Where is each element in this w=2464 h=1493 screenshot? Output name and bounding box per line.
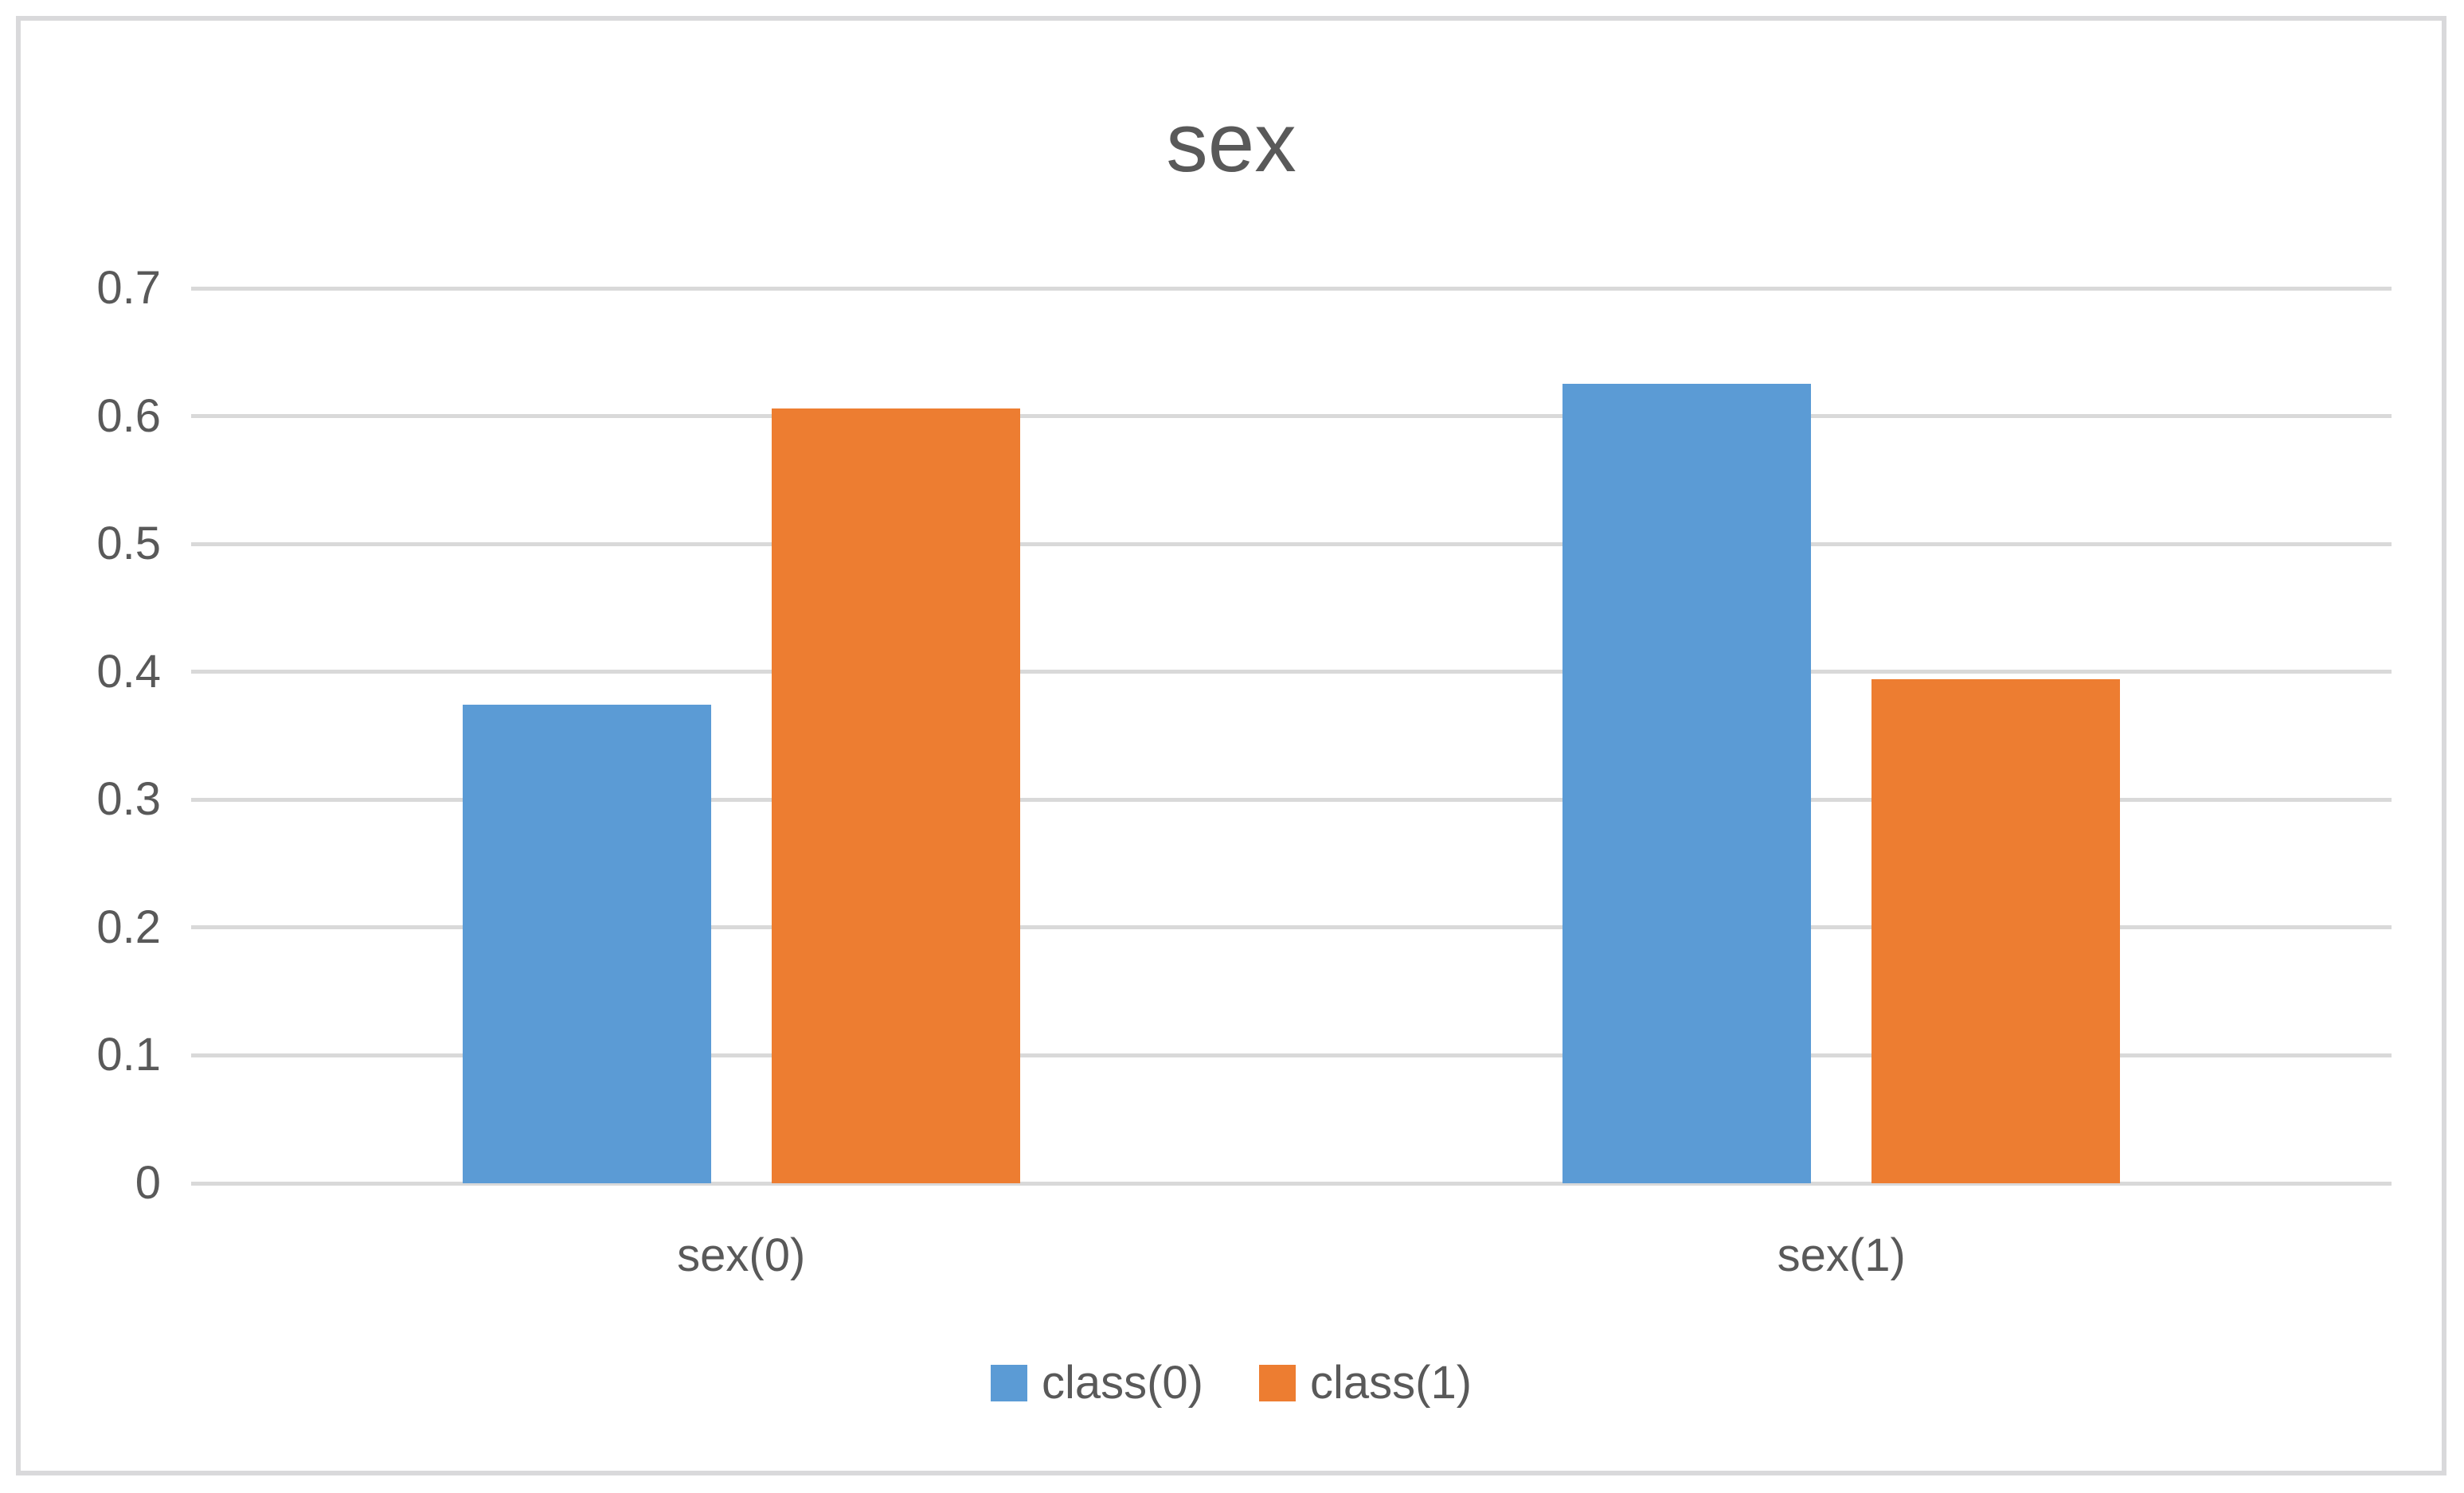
legend-swatch-icon [990,1365,1027,1401]
bar-groups [191,288,2392,1183]
legend: class(0) class(1) [21,1360,2442,1406]
bar-group [191,288,1292,1183]
bar-class(0)-sex(0) [462,705,711,1183]
y-axis: 0 0.1 0.2 0.3 0.4 0.5 0.6 0.7 [21,265,161,1206]
gridline [191,1181,2392,1186]
legend-label: class(0) [1041,1357,1203,1409]
y-axis-tick-label: 0.7 [96,262,161,314]
gridline [191,797,2392,802]
y-axis-tick-label: 0 [135,1157,161,1209]
gridline [191,541,2392,546]
legend-swatch-icon [1259,1365,1296,1401]
chart-frame: sex 0 0.1 0.2 0.3 0.4 0.5 0.6 0.7 sex(0) sex(1) … [16,16,2446,1475]
bar-group [1292,288,2392,1183]
legend-item-class(0): class(0) [990,1357,1203,1409]
gridline [191,670,2392,674]
legend-item-class(1): class(1) [1259,1360,1472,1406]
bar-class(0)-sex(1) [1562,384,1812,1183]
y-axis-tick-label: 0.3 [96,773,161,826]
gridline [191,414,2392,419]
x-axis: sex(0) sex(1) [191,1228,2392,1284]
bar-class(1)-sex(0) [771,408,1020,1183]
x-axis-category-label: sex(0) [677,1229,806,1281]
gridline [191,925,2392,930]
bar-class(1)-sex(1) [1871,679,2121,1183]
y-axis-tick-label: 0.1 [96,1029,161,1081]
y-axis-tick-label: 0.2 [96,901,161,953]
plot-area [191,286,2392,1186]
x-axis-category-label: sex(1) [1777,1229,1906,1281]
y-axis-tick-label: 0.6 [96,389,161,442]
gridline [191,1053,2392,1057]
y-axis-tick-label: 0.5 [96,518,161,570]
chart-title: sex [1166,96,1297,190]
gridline [191,286,2392,291]
legend-label: class(1) [1310,1357,1473,1409]
y-axis-tick-label: 0.4 [96,645,161,698]
